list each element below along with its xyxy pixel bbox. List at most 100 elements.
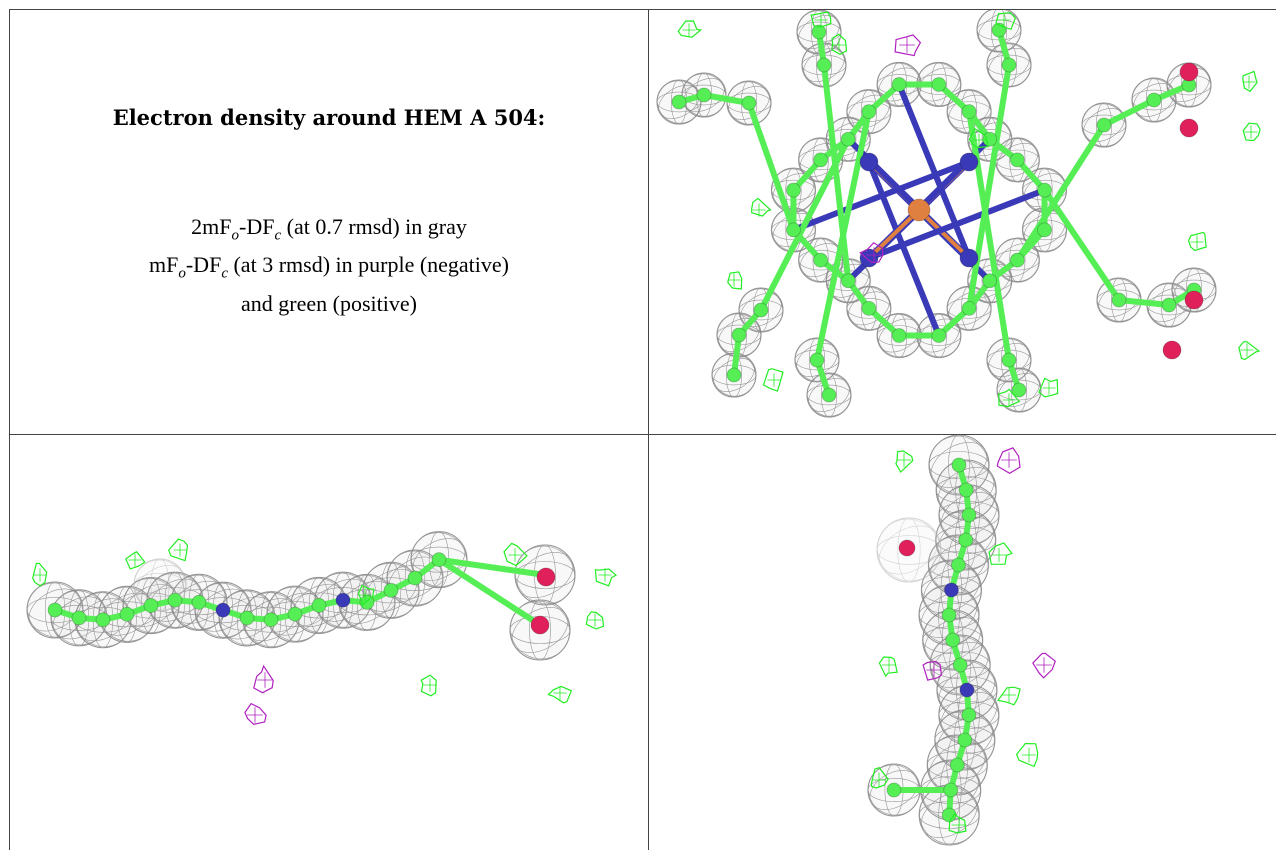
carbon-atom <box>952 657 968 673</box>
positive-difference-density <box>503 542 528 567</box>
carbon-atom <box>958 482 974 498</box>
oxygen-atom <box>1179 62 1199 82</box>
carbon-atom <box>813 252 829 268</box>
positive-difference-density <box>677 20 703 38</box>
carbon-atom <box>891 77 907 92</box>
density-map-edge-vertical <box>867 435 1057 846</box>
positive-difference-density <box>547 685 573 704</box>
carbon-atom <box>143 598 159 613</box>
bond <box>1041 187 1122 303</box>
carbon-atom <box>1009 252 1025 268</box>
oxygen-atom <box>1162 340 1182 360</box>
carbon-atom <box>821 387 837 403</box>
oxygen-atom <box>1184 290 1204 310</box>
carbon-atom <box>941 607 957 623</box>
carbon-atom <box>431 552 447 568</box>
description-cell: Electron density around HEM A 504: 2mFo-… <box>10 10 648 434</box>
positive-difference-density <box>420 674 437 697</box>
negative-difference-density <box>253 664 274 694</box>
carbon-atom <box>816 57 832 73</box>
oxygen-atom <box>1179 118 1199 138</box>
positive-difference-density <box>727 271 743 290</box>
bond <box>790 159 972 233</box>
positive-difference-density <box>762 368 784 392</box>
positive-difference-density <box>125 551 146 570</box>
carbon-atom <box>961 300 977 316</box>
carbon-atom <box>167 592 183 608</box>
carbon-atom <box>957 732 973 748</box>
carbon-atom <box>1011 382 1027 398</box>
carbon-atom <box>891 328 907 343</box>
negative-difference-density <box>996 447 1021 474</box>
positive-difference-density <box>996 686 1021 706</box>
carbon-atom <box>1037 222 1052 238</box>
carbon-atom <box>1161 297 1177 313</box>
carbon-atom <box>861 300 877 316</box>
oxygen-atom <box>536 567 556 587</box>
positive-difference-density <box>1038 377 1059 398</box>
carbon-atom <box>958 532 974 548</box>
carbon-atom <box>287 606 303 622</box>
positive-difference-density <box>998 388 1021 408</box>
bond <box>701 92 752 106</box>
bond <box>867 208 921 260</box>
positive-difference-density <box>810 11 832 28</box>
carbon-atom <box>1001 352 1017 368</box>
carbon-atom <box>741 95 757 111</box>
positive-difference-density <box>831 33 848 55</box>
negative-difference-density <box>244 702 267 725</box>
map-legend: 2mFo-DFc (at 0.7 rmsd) in gray mFo-DFc (… <box>10 212 648 319</box>
positive-difference-density <box>988 542 1013 565</box>
bond <box>746 100 797 233</box>
carbon-atom <box>407 570 423 586</box>
positive-difference-density <box>995 12 1016 30</box>
nitrogen-atom <box>959 248 979 268</box>
nitrogen-atom <box>859 152 879 172</box>
carbon-atom <box>753 302 769 318</box>
positive-difference-density <box>1238 341 1261 361</box>
negative-difference-density <box>859 242 884 264</box>
carbon-atom <box>1009 152 1025 168</box>
carbon-atom <box>951 557 966 573</box>
iron-atom <box>907 198 931 222</box>
carbon-atom <box>383 582 399 598</box>
positive-difference-density <box>594 568 618 587</box>
carbon-atom <box>811 24 827 40</box>
positive-difference-density <box>870 767 889 789</box>
carbon-atom <box>961 707 977 723</box>
carbon-atom <box>1001 57 1017 73</box>
carbon-atom <box>1146 92 1162 108</box>
carbon-atom <box>1111 292 1127 308</box>
bond <box>866 187 1048 261</box>
bond <box>1116 297 1172 308</box>
bond <box>1101 97 1157 128</box>
density-map-face-on <box>656 10 1261 418</box>
carbon-atom <box>951 457 967 473</box>
grid-border-top <box>9 9 1276 10</box>
positive-difference-density <box>948 812 967 834</box>
carbon-atom <box>809 352 825 368</box>
bond <box>896 81 972 261</box>
nitrogen-atom <box>335 592 351 608</box>
carbon-atom <box>931 77 947 92</box>
heme-view-face-on <box>649 10 1276 434</box>
carbon-atom <box>696 87 712 103</box>
nitrogen-atom <box>959 152 979 172</box>
carbon-atom <box>886 782 902 798</box>
legend-line-fofc: mFo-DFc (at 3 rmsd) in purple (negative) <box>149 252 509 282</box>
grid-border-left <box>9 9 10 850</box>
carbon-atom <box>726 367 742 383</box>
carbon-atom <box>949 757 965 773</box>
positive-difference-density <box>32 562 48 587</box>
positive-difference-density <box>1242 70 1258 93</box>
negative-difference-density <box>922 660 943 681</box>
bond <box>866 159 942 339</box>
oxygen-atom <box>530 615 550 635</box>
carbon-atom <box>813 152 829 168</box>
carbon-atom <box>1037 182 1052 198</box>
carbon-atom <box>263 612 279 628</box>
nitrogen-atom <box>944 582 959 598</box>
grid-divider-vertical <box>648 9 649 850</box>
carbon-atom <box>840 131 856 147</box>
positive-difference-density <box>1187 231 1207 252</box>
